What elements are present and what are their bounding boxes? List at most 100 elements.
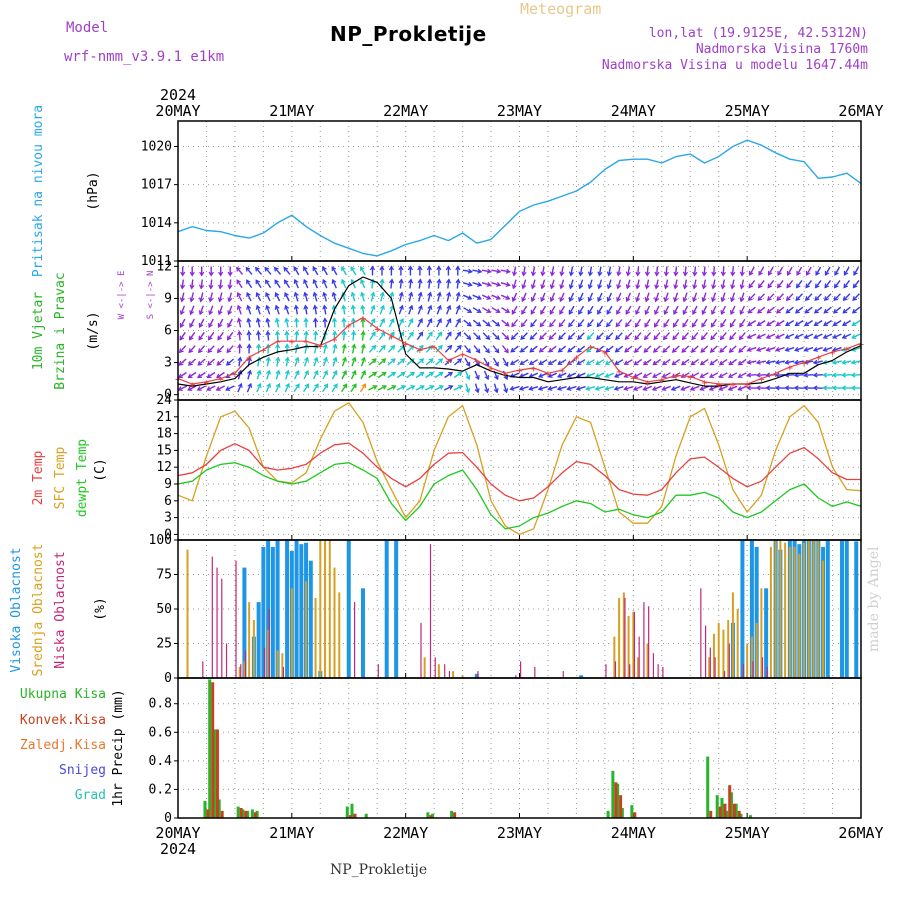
wind-arrow-head <box>671 348 677 353</box>
wind-arrow <box>832 333 842 339</box>
wind-arrow <box>481 282 491 286</box>
wind-arrow <box>266 357 270 367</box>
wind-arrow-head <box>625 309 631 315</box>
wind-arrow-head <box>408 278 414 284</box>
low-cloud-bar <box>624 597 626 678</box>
wind-arrow-head <box>274 291 280 297</box>
wind-arrow-head <box>784 385 790 391</box>
wind-arrow-head <box>494 348 500 354</box>
wind-arrow <box>491 282 501 286</box>
wind-arrow <box>178 358 187 366</box>
wind-arrow <box>605 359 614 365</box>
wind-arrow-head <box>831 385 837 391</box>
wind-arrow-head <box>755 347 762 352</box>
low-cloud-bar <box>515 675 517 678</box>
wind-arrow <box>529 386 539 390</box>
wind-arrow <box>415 385 425 391</box>
wind-arrow <box>217 331 224 341</box>
wind-arrow-head <box>495 295 501 300</box>
wind-arrow <box>758 279 765 289</box>
wind-arrow-head <box>568 297 574 303</box>
wind-arrow-head <box>496 281 502 287</box>
wind-arrow-head <box>322 266 327 272</box>
wind-arrow <box>682 332 689 340</box>
wind-arrow <box>541 266 545 276</box>
wind-arrow-head <box>822 372 828 378</box>
wind-arrow-head <box>322 317 328 323</box>
wind-arrow <box>738 332 746 340</box>
wind-arrow <box>712 279 716 289</box>
wind-arrow-head <box>509 360 515 365</box>
wind-arrow <box>596 319 604 327</box>
wind-arrow-head <box>605 347 611 353</box>
wind-arrow-head <box>616 271 622 277</box>
wind-arrow-head <box>179 322 185 329</box>
top-date-label: 22MAY <box>383 102 428 120</box>
wind-arrow-head <box>477 268 483 274</box>
wind-arrow <box>181 279 184 289</box>
wind-arrow-head <box>361 356 366 362</box>
wind-arrow-head <box>381 358 387 364</box>
wind-arrow-head <box>379 265 385 271</box>
wind-arrow <box>568 319 575 327</box>
low-cloud-bar <box>353 602 356 678</box>
total-precip-bar <box>734 803 738 818</box>
wind-arrow <box>548 345 557 353</box>
wind-arrow <box>833 293 841 301</box>
wind-arrow-head <box>312 304 318 310</box>
wind-arrow-head <box>283 266 289 272</box>
high-cloud-bar <box>394 540 399 678</box>
wind-arrow <box>559 292 565 302</box>
wind-arrow <box>643 345 652 353</box>
wind-arrow-head <box>369 265 376 271</box>
wind-arrow-head <box>438 385 444 390</box>
wind-arrow-head <box>540 284 546 290</box>
wind-arrow <box>510 386 520 390</box>
wind-arrow <box>796 266 803 276</box>
wind-arrow-head <box>419 385 425 390</box>
wind-arrow <box>352 305 355 315</box>
wind-arrow <box>189 331 196 341</box>
wind-arrow-head <box>400 358 406 364</box>
wind-arrow-head <box>312 317 319 323</box>
wind-arrow-head <box>246 330 252 336</box>
wind-arrow <box>502 357 509 367</box>
wind-arrow-head <box>587 322 592 328</box>
top-date-label: 25MAY <box>725 102 770 120</box>
wind-arrow-head <box>663 310 669 316</box>
wind-arrow <box>824 266 831 276</box>
total-precip-bar <box>208 679 212 818</box>
high-cloud-bar <box>270 546 275 678</box>
wind-arrow <box>435 331 442 341</box>
wind-arrow-head <box>455 304 461 310</box>
wind-arrow <box>443 385 453 391</box>
wind-arrow <box>323 292 327 302</box>
wind-arrow-head <box>351 330 357 336</box>
wind-arrow <box>456 292 460 302</box>
wind-arrow <box>228 279 232 289</box>
station-altitude: Nadmorska Visina 1760m <box>695 42 868 57</box>
wind-arrow <box>520 319 528 327</box>
wind-arrow <box>684 266 687 276</box>
mid-cloud-bar <box>290 588 293 678</box>
wind-arrow-head <box>237 356 243 362</box>
wind-arrow <box>673 318 680 328</box>
wind-arrow-head <box>246 279 251 285</box>
wind-arrow <box>738 358 747 366</box>
wind-arrow-head <box>217 284 224 290</box>
wind-arrow-head <box>428 344 434 350</box>
wind-arrow-head <box>476 321 482 327</box>
wind-arrow-head <box>623 360 629 365</box>
wind-arrow-head <box>624 335 630 341</box>
wind-arrow <box>350 370 357 380</box>
total-precip-bar <box>706 756 710 818</box>
wind-arrow <box>482 307 491 313</box>
wind-arrow-head <box>275 356 281 362</box>
low-cloud-bar <box>752 661 754 678</box>
wind-arrow <box>266 370 271 380</box>
wind-arrow <box>529 359 538 365</box>
wind-arrow <box>578 292 584 302</box>
wind-arrow <box>852 306 861 314</box>
wind-arrow-head <box>265 369 271 375</box>
mid-cloud-bar <box>314 597 317 678</box>
